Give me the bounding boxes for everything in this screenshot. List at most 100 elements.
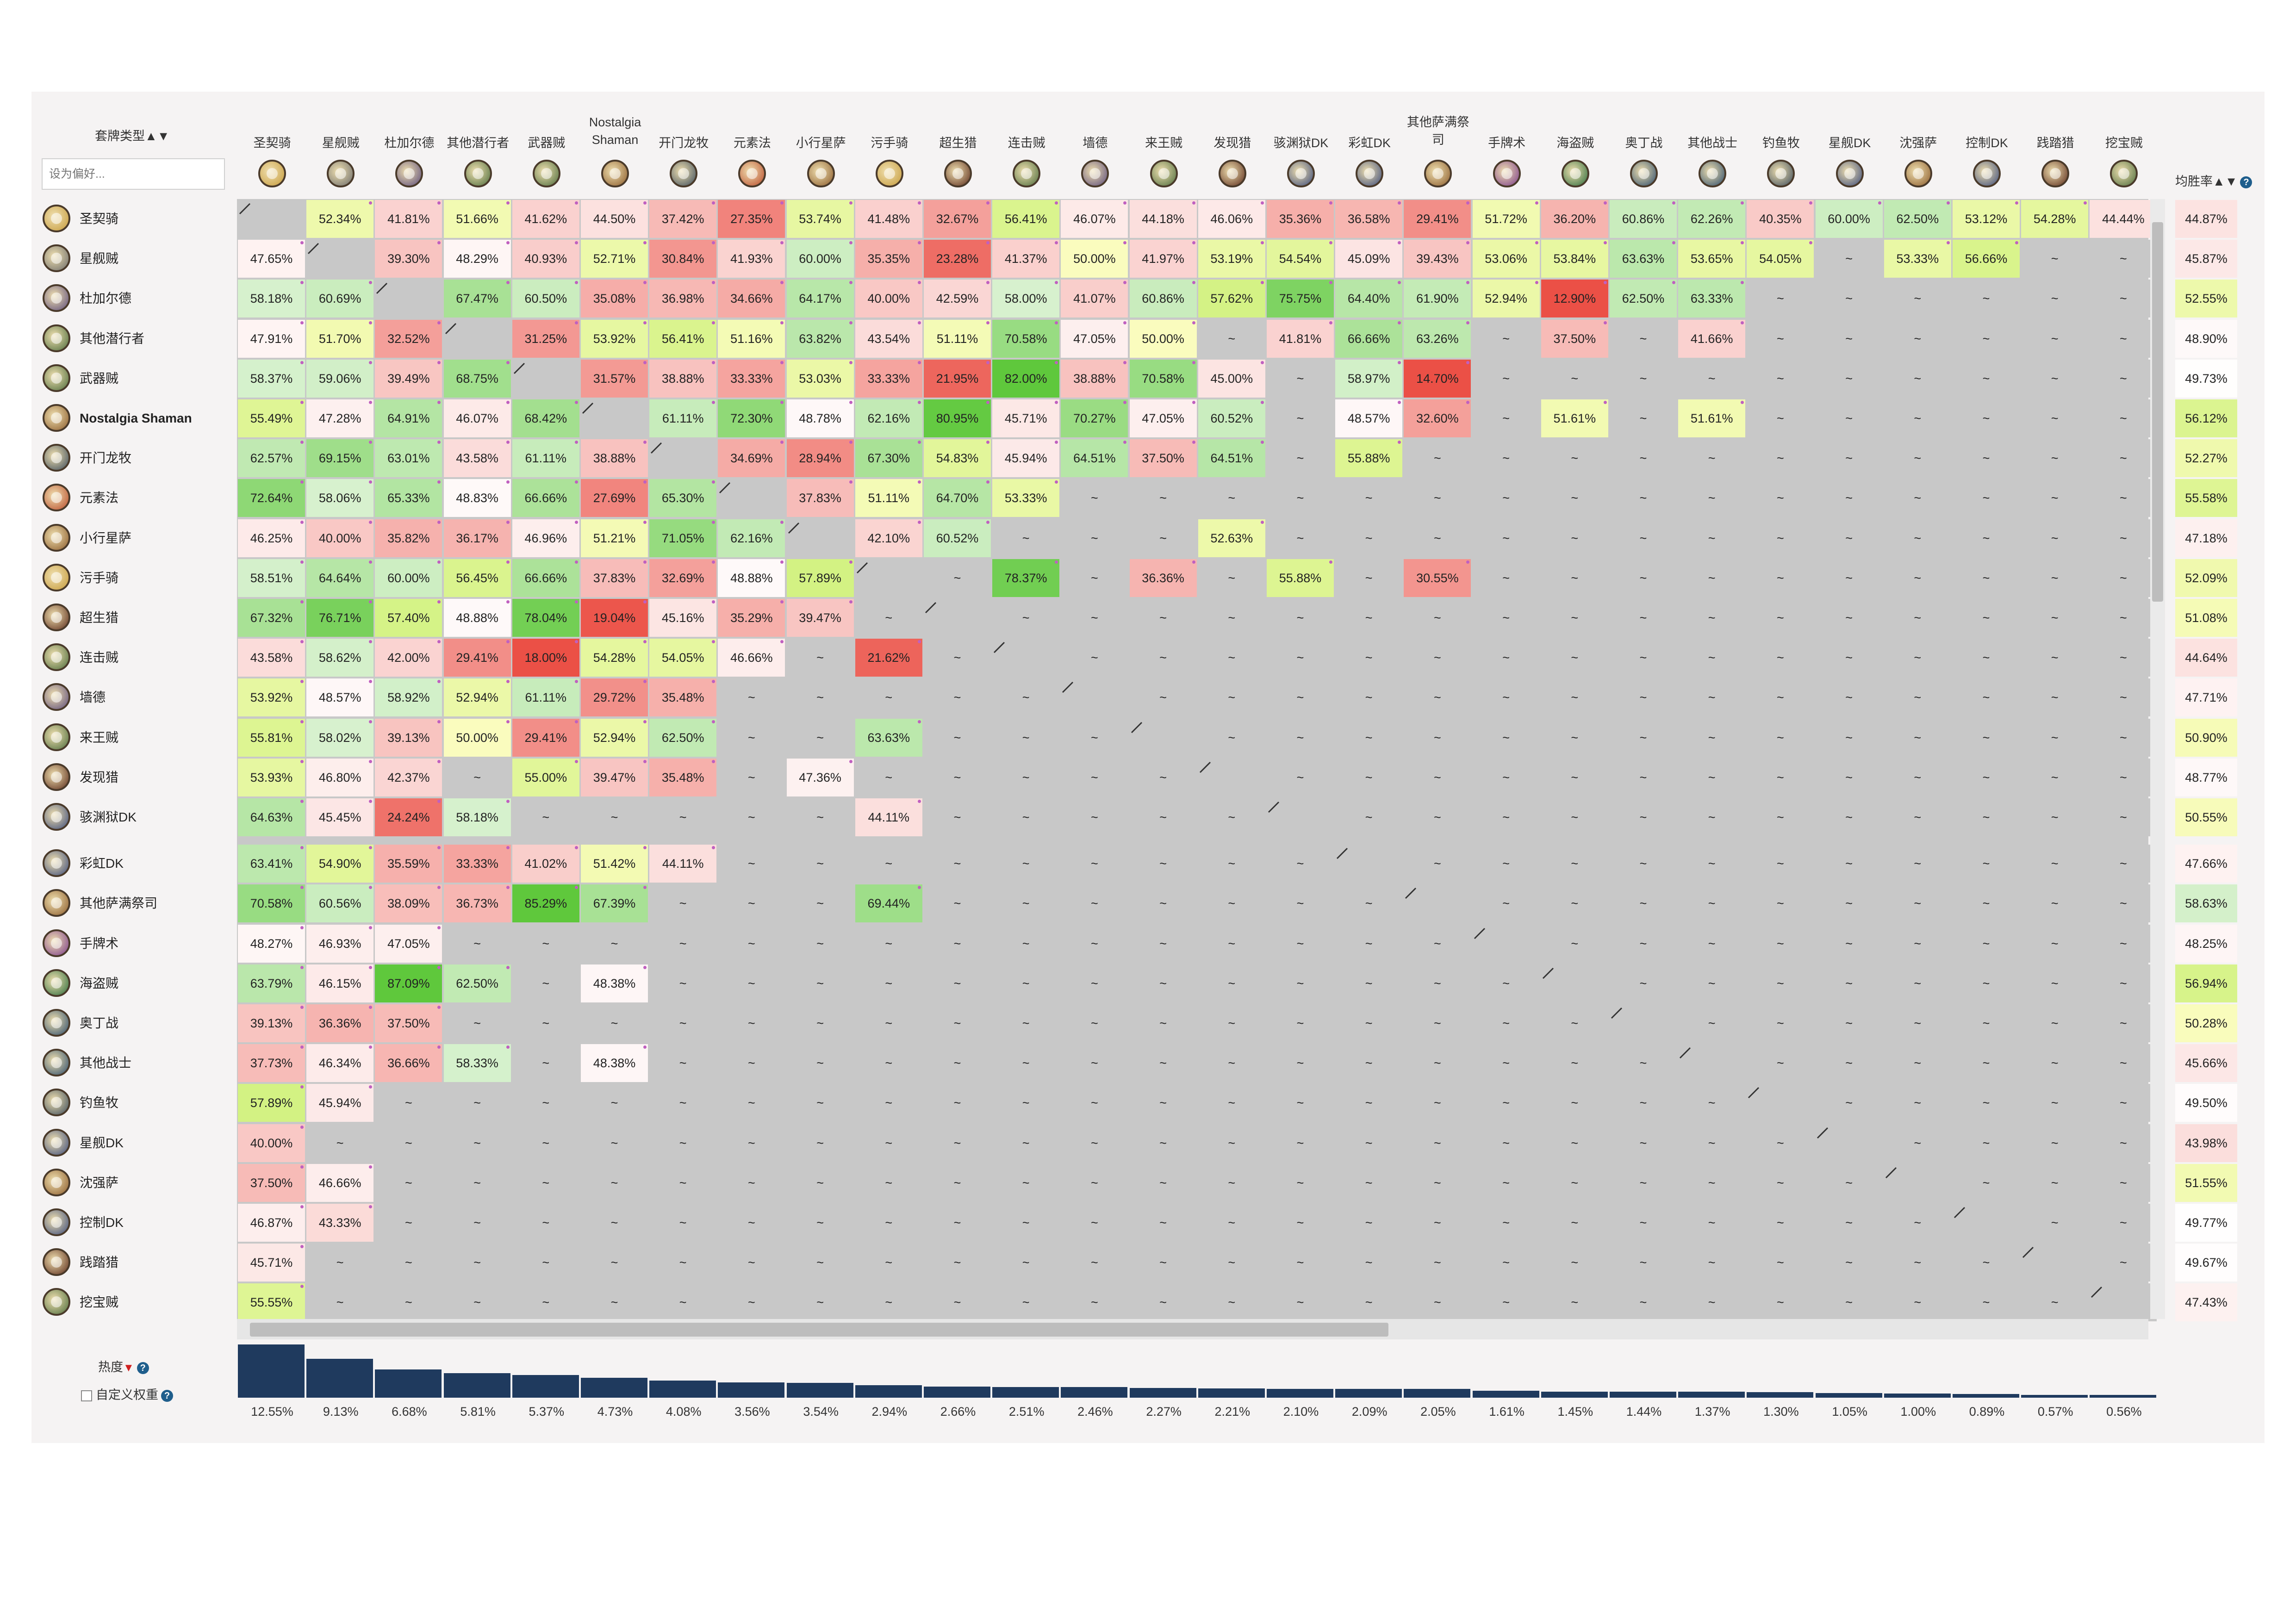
matchup-cell[interactable]: ~ bbox=[855, 964, 922, 1002]
matchup-cell[interactable]: ~ bbox=[1129, 845, 1197, 883]
matchup-cell[interactable]: ~ bbox=[2021, 559, 2089, 597]
matchup-cell[interactable]: ~ bbox=[855, 1164, 922, 1202]
matchup-cell[interactable]: 53.06% bbox=[1472, 240, 1540, 278]
matchup-cell[interactable]: ~ bbox=[2021, 1084, 2089, 1122]
matchup-cell[interactable]: ~ bbox=[306, 1283, 374, 1322]
matchup-cell[interactable]: ~ bbox=[1061, 798, 1128, 836]
matchup-cell[interactable]: ~ bbox=[924, 639, 991, 677]
matchup-cell[interactable]: 55.55% bbox=[238, 1283, 305, 1322]
matchup-cell[interactable]: ~ bbox=[1335, 924, 1403, 963]
matchup-cell[interactable]: 67.32% bbox=[238, 599, 305, 637]
matchup-cell[interactable]: ~ bbox=[786, 798, 854, 836]
matchup-cell[interactable]: ~ bbox=[2021, 599, 2089, 637]
matchup-cell[interactable]: 46.93% bbox=[306, 924, 374, 963]
matchup-cell[interactable]: ~ bbox=[1541, 519, 1608, 557]
matchup-cell[interactable]: ~ bbox=[1404, 1004, 1471, 1042]
matchup-cell[interactable]: 60.00% bbox=[786, 240, 854, 278]
matchup-cell[interactable]: ~ bbox=[1335, 884, 1403, 923]
matchup-cell[interactable]: ~ bbox=[1335, 1124, 1403, 1162]
matchup-cell[interactable]: ~ bbox=[1198, 1283, 1265, 1322]
matchup-cell[interactable]: 37.50% bbox=[238, 1164, 305, 1202]
matchup-cell[interactable]: ~ bbox=[924, 1084, 991, 1122]
matchup-cell[interactable]: 48.38% bbox=[581, 964, 648, 1002]
matchup-cell[interactable]: ~ bbox=[1884, 1204, 1951, 1242]
matchup-cell[interactable]: ~ bbox=[1953, 845, 2020, 883]
matchup-cell[interactable]: ~ bbox=[1884, 280, 1951, 318]
matchup-cell[interactable]: 35.82% bbox=[375, 519, 442, 557]
matchup-cell[interactable]: ~ bbox=[1061, 639, 1128, 677]
matchup-cell[interactable]: ~ bbox=[1815, 884, 1883, 923]
matchup-cell[interactable]: 52.94% bbox=[1472, 280, 1540, 318]
matchup-cell[interactable]: ~ bbox=[1404, 678, 1471, 717]
matchup-cell[interactable]: ~ bbox=[1472, 1204, 1540, 1242]
matchup-cell[interactable]: ~ bbox=[306, 1244, 374, 1282]
matchup-cell[interactable]: ~ bbox=[512, 1283, 579, 1322]
matchup-cell[interactable]: ~ bbox=[855, 1283, 922, 1322]
matchup-cell[interactable]: ~ bbox=[1472, 1124, 1540, 1162]
matchup-cell[interactable]: ~ bbox=[1747, 1164, 1814, 1202]
matchup-cell[interactable]: ~ bbox=[1610, 399, 1677, 437]
matchup-cell[interactable]: ~ bbox=[1884, 639, 1951, 677]
row-header-26[interactable]: 践踏猎 bbox=[80, 1255, 119, 1270]
matchup-cell[interactable]: ~ bbox=[1541, 599, 1608, 637]
column-header-17[interactable]: 其他萨满祭 司 bbox=[1406, 115, 1469, 147]
matchup-cell[interactable]: ~ bbox=[992, 718, 1060, 757]
matchup-cell[interactable]: ~ bbox=[512, 1244, 579, 1282]
matchup-cell[interactable]: 53.33% bbox=[1884, 240, 1951, 278]
matchup-cell[interactable]: ~ bbox=[1610, 884, 1677, 923]
matchup-cell[interactable]: ~ bbox=[443, 924, 511, 963]
matchup-cell[interactable]: ~ bbox=[1953, 758, 2020, 796]
matchup-cell[interactable]: 42.59% bbox=[924, 280, 991, 318]
matchup-cell[interactable]: ~ bbox=[924, 924, 991, 963]
matchup-cell[interactable]: ~ bbox=[1953, 1004, 2020, 1042]
matchup-cell[interactable]: ~ bbox=[1884, 964, 1951, 1002]
column-header-26[interactable]: 践踏猎 bbox=[2036, 136, 2074, 150]
matchup-cell[interactable]: ~ bbox=[2090, 280, 2157, 318]
matchup-cell[interactable]: 24.24% bbox=[375, 798, 442, 836]
matchup-cell[interactable]: ~ bbox=[1678, 359, 1746, 398]
matchup-cell[interactable]: 61.11% bbox=[512, 678, 579, 717]
matchup-cell[interactable]: ~ bbox=[1061, 884, 1128, 923]
matchup-cell[interactable]: 64.63% bbox=[238, 798, 305, 836]
matchup-cell[interactable]: ~ bbox=[855, 1244, 922, 1282]
matchup-cell[interactable]: 37.73% bbox=[238, 1044, 305, 1083]
matchup-cell[interactable]: ~ bbox=[443, 1244, 511, 1282]
matchup-cell[interactable]: ~ bbox=[443, 1164, 511, 1202]
matchup-cell[interactable]: ~ bbox=[924, 678, 991, 717]
help-icon[interactable]: ? bbox=[137, 1362, 149, 1374]
matchup-cell[interactable]: ~ bbox=[2090, 924, 2157, 963]
deck-search-input[interactable] bbox=[42, 158, 225, 190]
vertical-scroll-thumb[interactable] bbox=[2152, 222, 2163, 602]
matchup-cell[interactable]: ~ bbox=[2090, 1204, 2157, 1242]
matchup-cell[interactable]: ~ bbox=[1061, 1283, 1128, 1322]
matchup-cell[interactable]: 70.58% bbox=[238, 884, 305, 923]
matchup-cell[interactable] bbox=[443, 319, 511, 358]
matchup-cell[interactable]: 47.05% bbox=[1129, 399, 1197, 437]
matchup-cell[interactable] bbox=[2021, 1244, 2089, 1282]
matchup-cell[interactable]: ~ bbox=[1884, 1084, 1951, 1122]
matchup-cell[interactable]: 43.58% bbox=[238, 639, 305, 677]
matchup-cell[interactable]: ~ bbox=[1335, 519, 1403, 557]
matchup-cell[interactable]: 45.71% bbox=[238, 1244, 305, 1282]
matchup-cell[interactable]: ~ bbox=[1884, 479, 1951, 517]
column-header-14[interactable]: 发现猎 bbox=[1213, 136, 1251, 150]
matchup-cell[interactable]: 54.05% bbox=[1747, 240, 1814, 278]
matchup-cell[interactable]: 41.97% bbox=[1129, 240, 1197, 278]
row-header-25[interactable]: 控制DK bbox=[80, 1215, 124, 1230]
matchup-cell[interactable]: ~ bbox=[1884, 559, 1951, 597]
matchup-cell[interactable]: ~ bbox=[1267, 1004, 1334, 1042]
matchup-cell[interactable]: ~ bbox=[375, 1124, 442, 1162]
matchup-cell[interactable]: ~ bbox=[718, 798, 785, 836]
matchup-cell[interactable]: ~ bbox=[649, 1044, 717, 1083]
matchup-cell[interactable]: ~ bbox=[1129, 1044, 1197, 1083]
matchup-cell[interactable]: 64.91% bbox=[375, 399, 442, 437]
matchup-cell[interactable]: ~ bbox=[855, 1004, 922, 1042]
matchup-cell[interactable]: 44.11% bbox=[855, 798, 922, 836]
matchup-cell[interactable]: ~ bbox=[786, 1084, 854, 1122]
matchup-cell[interactable]: ~ bbox=[2090, 1164, 2157, 1202]
matchup-cell[interactable]: 51.70% bbox=[306, 319, 374, 358]
matchup-cell[interactable]: 37.50% bbox=[1129, 439, 1197, 478]
matchup-cell[interactable]: ~ bbox=[1335, 1004, 1403, 1042]
matchup-cell[interactable]: 38.88% bbox=[581, 439, 648, 478]
row-header-21[interactable]: 其他战士 bbox=[80, 1056, 132, 1070]
